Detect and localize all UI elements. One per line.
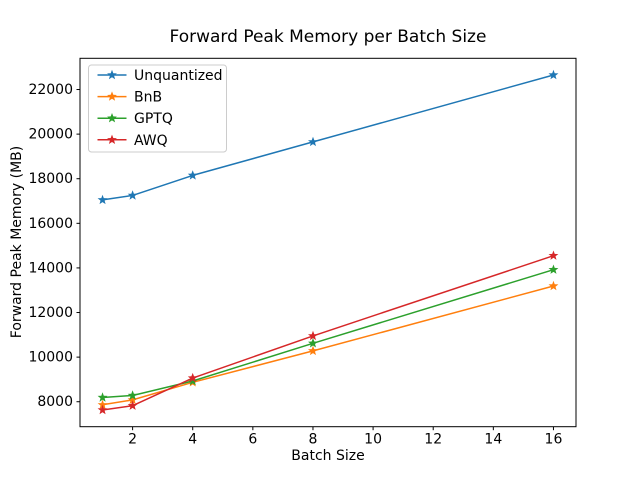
legend-label-unquantized: Unquantized	[134, 68, 223, 84]
x-tick-label: 16	[545, 432, 563, 448]
series-marker-bnb	[308, 345, 318, 356]
series-marker-unquantized	[308, 136, 318, 147]
x-tick-label: 8	[309, 432, 318, 448]
series-marker-gptq	[548, 264, 559, 274]
y-tick-label: 10000	[28, 350, 73, 366]
x-tick-label: 4	[188, 432, 197, 448]
series-marker-unquantized	[97, 194, 108, 205]
legend-label-awq: AWQ	[134, 133, 168, 149]
x-tick-label: 6	[248, 432, 257, 448]
series-marker-awq	[548, 250, 559, 260]
axes-frame	[79, 57, 577, 428]
legend-marker-awq	[107, 134, 117, 144]
chart-title: Forward Peak Memory per Batch Size	[169, 27, 487, 47]
x-tick-label: 10	[364, 432, 382, 448]
y-tick-label: 20000	[28, 127, 73, 143]
series-marker-awq	[127, 400, 138, 410]
y-tick-label: 8000	[37, 394, 73, 410]
y-tick-label: 14000	[28, 260, 73, 276]
legend-box	[88, 64, 227, 153]
y-tick-label: 16000	[28, 216, 73, 232]
series-marker-unquantized	[548, 69, 559, 80]
series-marker-unquantized	[187, 170, 198, 180]
series-marker-gptq	[127, 390, 138, 400]
series-marker-gptq	[308, 338, 318, 348]
y-tick-label: 22000	[28, 82, 73, 98]
x-tick-label: 14	[484, 432, 502, 448]
series-marker-awq	[308, 330, 318, 341]
x-axis-label: Batch Size	[291, 448, 365, 464]
x-tick-label: 12	[424, 432, 442, 448]
legend-label-gptq: GPTQ	[134, 111, 173, 127]
series-marker-awq	[187, 372, 198, 383]
series-marker-bnb	[97, 399, 108, 410]
y-tick-label: 12000	[28, 305, 73, 321]
series-marker-gptq	[187, 375, 198, 386]
series-line-gptq	[102, 268, 554, 399]
y-tick-label: 18000	[28, 171, 73, 187]
series-marker-unquantized	[127, 190, 138, 200]
x-tick-label: 2	[128, 432, 137, 448]
legend-label-bnb: BnB	[134, 90, 162, 106]
series-marker-bnb	[127, 394, 138, 405]
series-marker-awq	[97, 404, 108, 415]
y-axis-label: Forward Peak Memory (MB)	[9, 145, 25, 339]
series-marker-gptq	[97, 392, 108, 402]
series-marker-bnb	[548, 280, 559, 291]
legend-marker-bnb	[107, 91, 117, 101]
legend-marker-gptq	[107, 113, 117, 123]
legend-marker-unquantized	[107, 69, 117, 80]
